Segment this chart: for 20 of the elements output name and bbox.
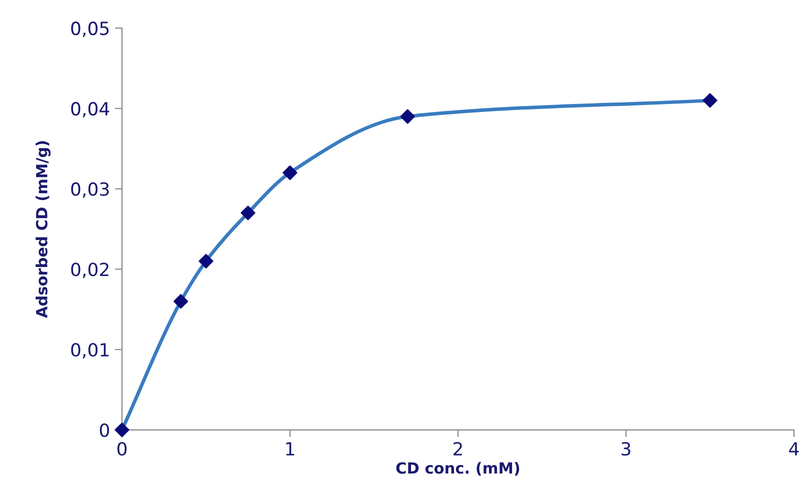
point [282,165,298,180]
y-tick-label: 0,04 [71,102,110,118]
point [240,206,256,220]
y-tick-label: 0,02 [71,262,108,278]
point [114,422,130,438]
y-tick-label: 0 [100,423,109,438]
point [174,294,188,309]
y-axis-title: Adsorbed CD (mM/g) [36,141,51,318]
x-tick-label: 4 [789,442,799,456]
y-tick-label: 0,01 [71,342,109,358]
point [702,93,718,108]
x-tick-label: 2 [454,442,462,456]
point [400,109,415,124]
point [198,254,214,268]
x-axis-title: CD conc. (mM) [396,462,520,476]
x-tick-label: 1 [286,442,294,456]
x-tick-label: 0 [117,442,127,456]
y-tick-label: 0,03 [71,182,109,198]
y-tick-label: 0,05 [71,22,109,38]
x-tick-label: 3 [622,442,630,456]
